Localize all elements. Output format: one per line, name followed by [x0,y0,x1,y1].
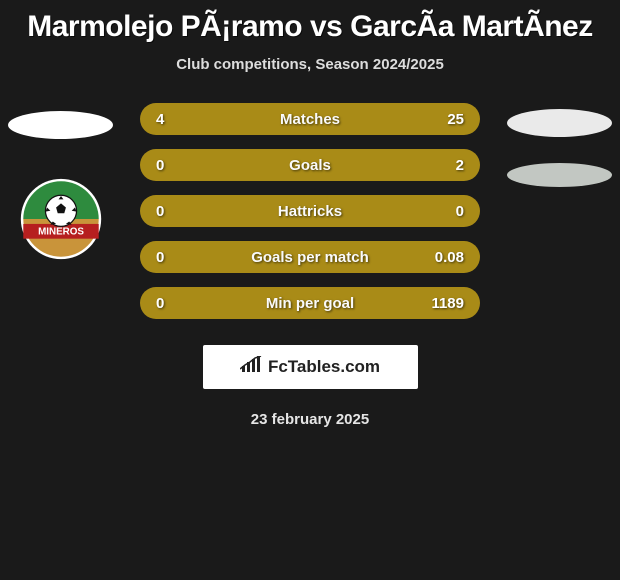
stat-label: Hattricks [204,203,416,220]
stats-list: 4 Matches 25 0 Goals 2 0 Hattricks 0 0 G… [140,103,480,319]
stat-row-goals: 0 Goals 2 [140,149,480,181]
player-right-silhouette-2 [507,163,612,187]
stat-left-value: 0 [156,295,204,312]
stat-right-value: 25 [416,111,464,128]
branding-text: FcTables.com [268,357,380,377]
team-badge: MINEROS [20,178,102,260]
stat-row-hattricks: 0 Hattricks 0 [140,195,480,227]
subtitle: Club competitions, Season 2024/2025 [0,56,620,73]
infographic-container: Marmolejo PÃ¡ramo vs GarcÃ­a MartÃ­nez C… [0,0,620,438]
date-text: 23 february 2025 [0,411,620,428]
page-title: Marmolejo PÃ¡ramo vs GarcÃ­a MartÃ­nez [0,10,620,44]
branding-banner: FcTables.com [203,345,418,389]
stat-row-matches: 4 Matches 25 [140,103,480,135]
stat-left-value: 0 [156,157,204,174]
stat-right-value: 0.08 [416,249,464,266]
stat-left-value: 4 [156,111,204,128]
stat-label: Goals per match [204,249,416,266]
stat-right-value: 0 [416,203,464,220]
stat-label: Min per goal [204,295,416,312]
stat-right-value: 2 [416,157,464,174]
content-area: MINEROS 4 Matches 25 0 Goals 2 [0,103,620,428]
player-left-silhouette [8,111,113,139]
stat-left-value: 0 [156,249,204,266]
stat-label: Goals [204,157,416,174]
stat-row-gpm: 0 Goals per match 0.08 [140,241,480,273]
stat-row-mpg: 0 Min per goal 1189 [140,287,480,319]
chart-bars-icon [240,356,262,379]
stat-right-value: 1189 [416,295,464,312]
svg-text:MINEROS: MINEROS [38,227,84,238]
stat-left-value: 0 [156,203,204,220]
player-right-silhouette-1 [507,109,612,137]
stat-label: Matches [204,111,416,128]
